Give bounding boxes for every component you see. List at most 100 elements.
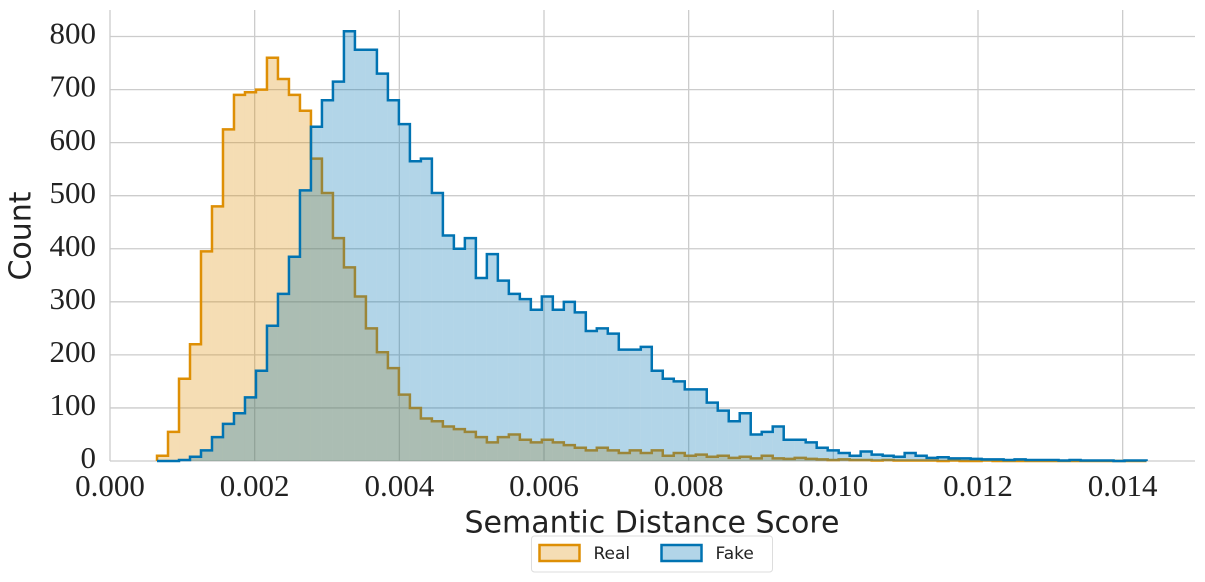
bar	[728, 457, 740, 461]
bar	[794, 439, 806, 461]
bar	[431, 193, 443, 461]
bar	[530, 309, 542, 461]
x-tick-label: 0.014	[1088, 468, 1158, 503]
bar	[244, 92, 256, 461]
bar	[684, 389, 696, 461]
bar	[266, 57, 278, 462]
bar	[783, 439, 795, 461]
bar	[640, 346, 652, 461]
bar	[409, 161, 421, 461]
bar	[420, 418, 432, 461]
bar	[321, 193, 333, 461]
bar	[772, 458, 784, 461]
y-tick-label: 300	[50, 281, 97, 316]
bar	[168, 431, 180, 461]
bar	[255, 370, 267, 461]
bar	[244, 397, 256, 461]
bar	[310, 126, 322, 462]
bar	[222, 129, 234, 461]
y-tick-label: 500	[50, 175, 97, 210]
bar	[442, 235, 454, 461]
bar	[497, 280, 509, 461]
bar	[464, 431, 476, 461]
bar	[530, 442, 542, 461]
bar	[464, 238, 476, 461]
x-tick-label: 0.010	[798, 468, 868, 503]
bar	[288, 256, 300, 461]
bar	[915, 455, 927, 461]
x-tick-label: 0.012	[943, 468, 1013, 503]
bar	[926, 457, 938, 461]
bar	[552, 442, 564, 461]
bar	[200, 450, 212, 461]
bar	[387, 368, 399, 461]
bar	[365, 328, 377, 461]
bar	[343, 267, 355, 461]
bar	[750, 458, 762, 461]
bar	[398, 394, 410, 461]
bar	[629, 450, 641, 461]
y-tick-label: 700	[50, 69, 97, 104]
bar	[596, 328, 608, 461]
bar	[728, 421, 740, 461]
bar	[695, 389, 707, 461]
bar	[453, 429, 465, 461]
bar	[332, 81, 344, 462]
bar	[717, 410, 729, 461]
bar	[233, 94, 245, 462]
bar	[618, 349, 630, 461]
bar	[508, 434, 520, 461]
bar	[157, 455, 169, 461]
bar	[805, 442, 817, 461]
bar	[673, 381, 685, 461]
bar	[563, 301, 575, 461]
bar	[739, 456, 751, 461]
legend-swatch	[538, 543, 581, 563]
bar	[486, 254, 498, 461]
y-tick-label: 600	[50, 122, 97, 157]
bar	[706, 402, 718, 461]
y-tick-label: 100	[50, 387, 97, 422]
bar	[695, 454, 707, 461]
y-tick-label: 800	[50, 16, 97, 51]
bar	[486, 442, 498, 461]
bar	[827, 450, 839, 461]
bar	[904, 453, 916, 461]
bar	[948, 458, 960, 461]
bar	[640, 453, 652, 461]
bar	[574, 312, 586, 461]
bar	[211, 437, 223, 461]
bar	[376, 73, 388, 461]
bar	[717, 455, 729, 461]
bar	[772, 426, 784, 461]
legend-swatch	[660, 543, 703, 563]
y-tick-label: 0	[81, 440, 97, 475]
bar	[190, 344, 201, 461]
bar	[475, 277, 487, 461]
y-tick-label: 400	[50, 228, 97, 263]
bar	[706, 456, 718, 461]
bar	[299, 110, 311, 461]
bar	[596, 447, 608, 461]
step-outline	[157, 29, 1148, 463]
series-0	[155, 56, 1147, 463]
bar	[431, 421, 443, 461]
y-tick-label: 200	[50, 334, 97, 369]
bar	[354, 49, 366, 461]
bar	[860, 451, 872, 461]
bar	[179, 378, 191, 461]
bar	[332, 238, 344, 461]
bar	[761, 455, 773, 461]
x-tick-label: 0.004	[364, 468, 434, 503]
bar	[508, 293, 520, 461]
bar	[871, 454, 883, 461]
bar	[684, 455, 696, 461]
bar	[376, 352, 388, 461]
bar	[233, 413, 245, 461]
bar	[255, 89, 267, 462]
bar	[662, 378, 674, 461]
bar	[761, 431, 773, 461]
legend-box	[531, 535, 773, 573]
bar	[673, 453, 685, 461]
